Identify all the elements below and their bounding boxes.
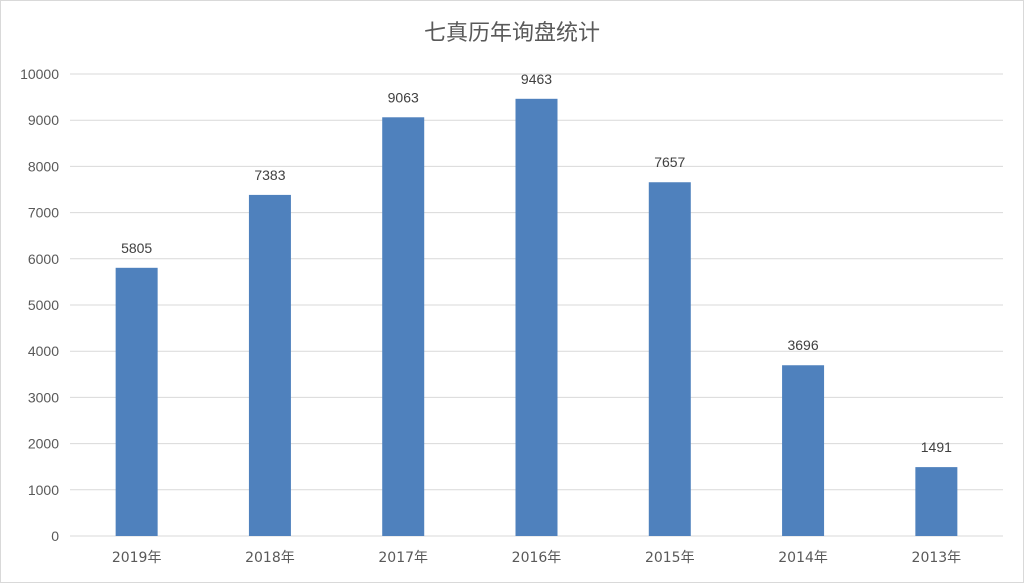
x-tick-label: 2016年 xyxy=(512,550,562,566)
y-tick-label: 6000 xyxy=(28,251,59,267)
data-label: 9463 xyxy=(521,71,552,87)
y-tick-label: 9000 xyxy=(28,112,59,128)
y-tick-label: 2000 xyxy=(28,436,59,452)
bar xyxy=(115,267,158,536)
y-tick-label: 0 xyxy=(51,528,59,544)
data-label: 7657 xyxy=(654,154,685,170)
bars xyxy=(115,98,958,537)
bar xyxy=(382,117,425,536)
y-tick-label: 3000 xyxy=(28,389,59,405)
bar xyxy=(515,98,558,537)
bar xyxy=(915,467,958,536)
y-tick-label: 1000 xyxy=(28,482,59,498)
bar xyxy=(648,182,691,537)
y-tick-label: 4000 xyxy=(28,343,59,359)
data-label: 1491 xyxy=(921,439,952,455)
data-labels: 5805 7383 9063 9463 7657 3696 1491 xyxy=(121,71,952,455)
x-axis: 2019年 2018年 2017年 2016年 2015年 2014年 2013年 xyxy=(112,550,961,566)
y-tick-label: 10000 xyxy=(20,66,59,82)
x-tick-label: 2017年 xyxy=(378,550,428,566)
data-label: 7383 xyxy=(254,167,285,183)
data-label: 9063 xyxy=(388,89,419,105)
data-label: 5805 xyxy=(121,240,152,256)
x-tick-label: 2013年 xyxy=(912,550,962,566)
y-axis: 0 1000 2000 3000 4000 5000 6000 7000 8000 9000 100… xyxy=(20,66,59,544)
data-label: 3696 xyxy=(787,337,818,353)
x-tick-label: 2019年 xyxy=(112,550,162,566)
bar xyxy=(782,365,825,536)
y-tick-label: 7000 xyxy=(28,205,59,221)
x-tick-label: 2014年 xyxy=(778,550,828,566)
y-tick-label: 5000 xyxy=(28,297,59,313)
x-tick-label: 2018年 xyxy=(245,550,295,566)
x-tick-label: 2015年 xyxy=(645,550,695,566)
bar xyxy=(248,194,291,536)
chart-title: 七真历年询盘统计 xyxy=(423,21,600,46)
y-tick-label: 8000 xyxy=(28,158,59,174)
